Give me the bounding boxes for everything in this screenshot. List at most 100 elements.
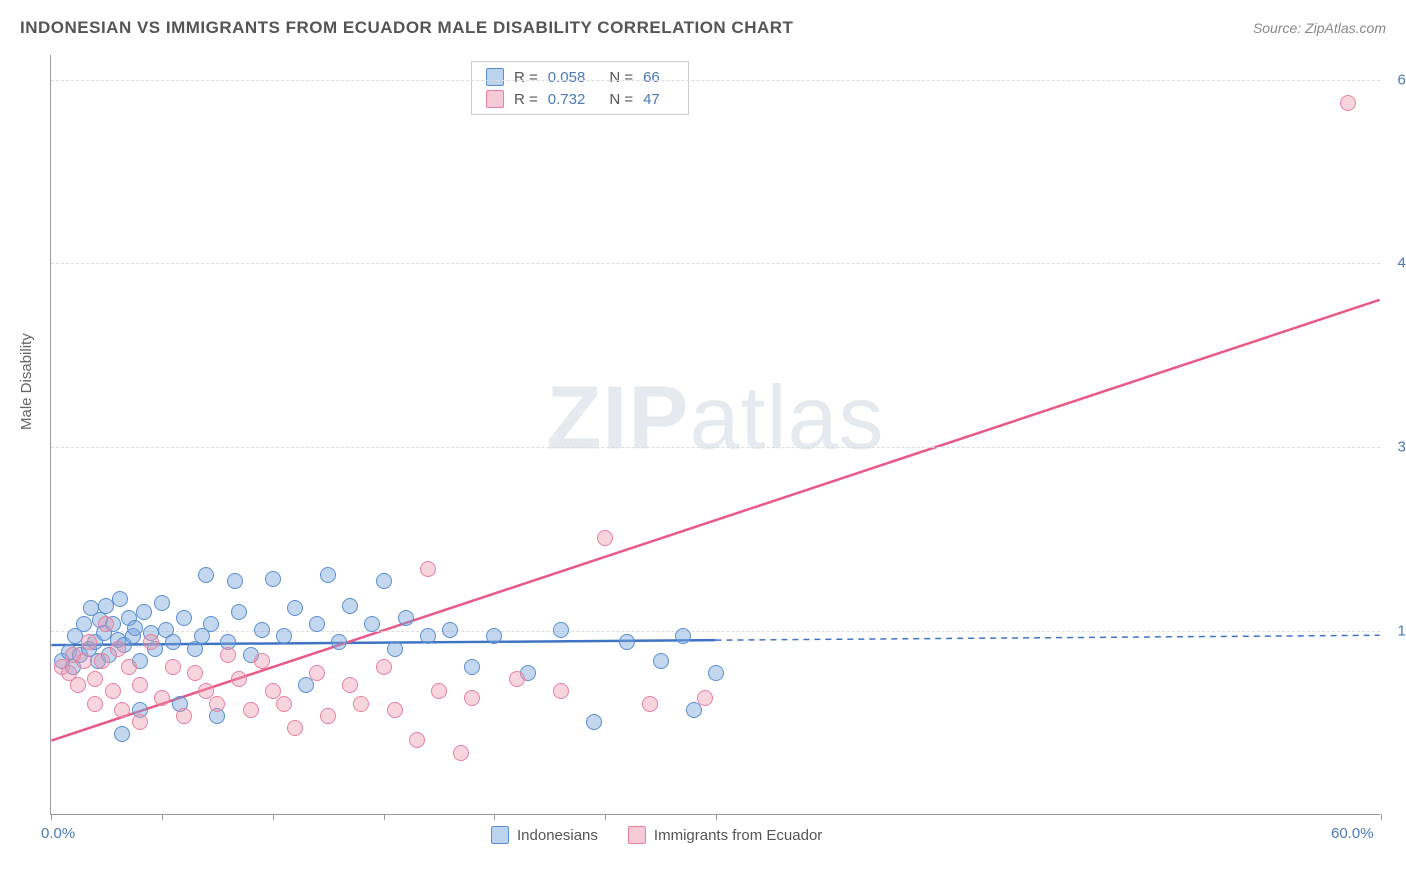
- data-point-pink: [276, 696, 292, 712]
- data-point-pink: [76, 653, 92, 669]
- y-tick-label: 30.0%: [1397, 439, 1406, 456]
- data-point-pink: [387, 702, 403, 718]
- data-point-pink: [209, 696, 225, 712]
- data-point-pink: [132, 714, 148, 730]
- data-point-pink: [143, 634, 159, 650]
- legend-swatch-pink: [628, 826, 646, 844]
- x-tick: [716, 814, 717, 820]
- r-value-blue: 0.058: [548, 69, 586, 86]
- data-point-pink: [420, 561, 436, 577]
- data-point-pink: [114, 702, 130, 718]
- data-point-blue: [276, 628, 292, 644]
- data-point-blue: [320, 567, 336, 583]
- watermark-zip: ZIP: [546, 369, 689, 469]
- data-point-pink: [154, 690, 170, 706]
- data-point-blue: [298, 677, 314, 693]
- data-point-pink: [376, 659, 392, 675]
- data-point-blue: [127, 620, 143, 636]
- x-tick: [494, 814, 495, 820]
- legend-swatch-pink: [486, 90, 504, 108]
- watermark-atlas: atlas: [689, 369, 884, 469]
- data-point-blue: [265, 571, 281, 587]
- data-point-blue: [203, 616, 219, 632]
- data-point-pink: [132, 677, 148, 693]
- data-point-blue: [675, 628, 691, 644]
- data-point-pink: [98, 616, 114, 632]
- legend-swatch-blue: [491, 826, 509, 844]
- chart-title: INDONESIAN VS IMMIGRANTS FROM ECUADOR MA…: [20, 18, 793, 38]
- data-point-pink: [287, 720, 303, 736]
- grid-line: [51, 447, 1380, 448]
- data-point-blue: [331, 634, 347, 650]
- data-point-blue: [553, 622, 569, 638]
- data-point-blue: [387, 641, 403, 657]
- r-value-pink: 0.732: [548, 91, 586, 108]
- title-bar: INDONESIAN VS IMMIGRANTS FROM ECUADOR MA…: [20, 18, 1386, 38]
- data-point-blue: [112, 591, 128, 607]
- data-point-blue: [364, 616, 380, 632]
- data-point-blue: [586, 714, 602, 730]
- data-point-blue: [198, 567, 214, 583]
- data-point-blue: [227, 573, 243, 589]
- grid-line: [51, 263, 1380, 264]
- n-label: N =: [609, 91, 633, 108]
- data-point-pink: [409, 732, 425, 748]
- legend-item-blue: Indonesians: [491, 826, 598, 844]
- data-point-blue: [464, 659, 480, 675]
- legend-correlation: R = 0.058 N = 66 R = 0.732 N = 47: [471, 61, 689, 115]
- legend-row-blue: R = 0.058 N = 66: [486, 66, 674, 88]
- data-point-pink: [243, 702, 259, 718]
- data-point-pink: [553, 683, 569, 699]
- data-point-pink: [105, 683, 121, 699]
- data-point-pink: [342, 677, 358, 693]
- data-point-blue: [420, 628, 436, 644]
- source-label: Source: ZipAtlas.com: [1253, 20, 1386, 36]
- y-tick-label: 45.0%: [1397, 255, 1406, 272]
- data-point-pink: [509, 671, 525, 687]
- y-tick-label: 60.0%: [1397, 71, 1406, 88]
- data-point-blue: [165, 634, 181, 650]
- data-point-blue: [376, 573, 392, 589]
- legend-series: Indonesians Immigrants from Ecuador: [491, 826, 822, 844]
- data-point-blue: [154, 595, 170, 611]
- data-point-blue: [619, 634, 635, 650]
- data-point-pink: [1340, 95, 1356, 111]
- data-point-pink: [87, 696, 103, 712]
- data-point-blue: [442, 622, 458, 638]
- x-tick-label: 0.0%: [41, 825, 75, 842]
- x-tick: [1381, 814, 1382, 820]
- r-label: R =: [514, 91, 538, 108]
- data-point-blue: [309, 616, 325, 632]
- data-point-blue: [136, 604, 152, 620]
- data-point-pink: [453, 745, 469, 761]
- n-label: N =: [609, 69, 633, 86]
- data-point-pink: [220, 647, 236, 663]
- grid-line: [51, 80, 1380, 81]
- data-point-pink: [597, 530, 613, 546]
- data-point-pink: [87, 671, 103, 687]
- x-tick: [273, 814, 274, 820]
- data-point-blue: [114, 726, 130, 742]
- data-point-pink: [642, 696, 658, 712]
- data-point-blue: [686, 702, 702, 718]
- legend-row-pink: R = 0.732 N = 47: [486, 88, 674, 110]
- x-tick: [384, 814, 385, 820]
- data-point-blue: [231, 604, 247, 620]
- data-point-pink: [309, 665, 325, 681]
- x-tick-label: 60.0%: [1331, 825, 1374, 842]
- watermark: ZIPatlas: [546, 368, 884, 471]
- data-point-blue: [76, 616, 92, 632]
- data-point-pink: [94, 653, 110, 669]
- n-value-blue: 66: [643, 69, 660, 86]
- data-point-blue: [254, 622, 270, 638]
- data-point-blue: [398, 610, 414, 626]
- data-point-blue: [486, 628, 502, 644]
- trend-lines: [51, 55, 1380, 814]
- data-point-pink: [165, 659, 181, 675]
- data-point-pink: [176, 708, 192, 724]
- legend-item-pink: Immigrants from Ecuador: [628, 826, 822, 844]
- plot-area: ZIPatlas R = 0.058 N = 66 R = 0.732 N = …: [50, 55, 1380, 815]
- data-point-blue: [176, 610, 192, 626]
- data-point-pink: [254, 653, 270, 669]
- data-point-pink: [70, 677, 86, 693]
